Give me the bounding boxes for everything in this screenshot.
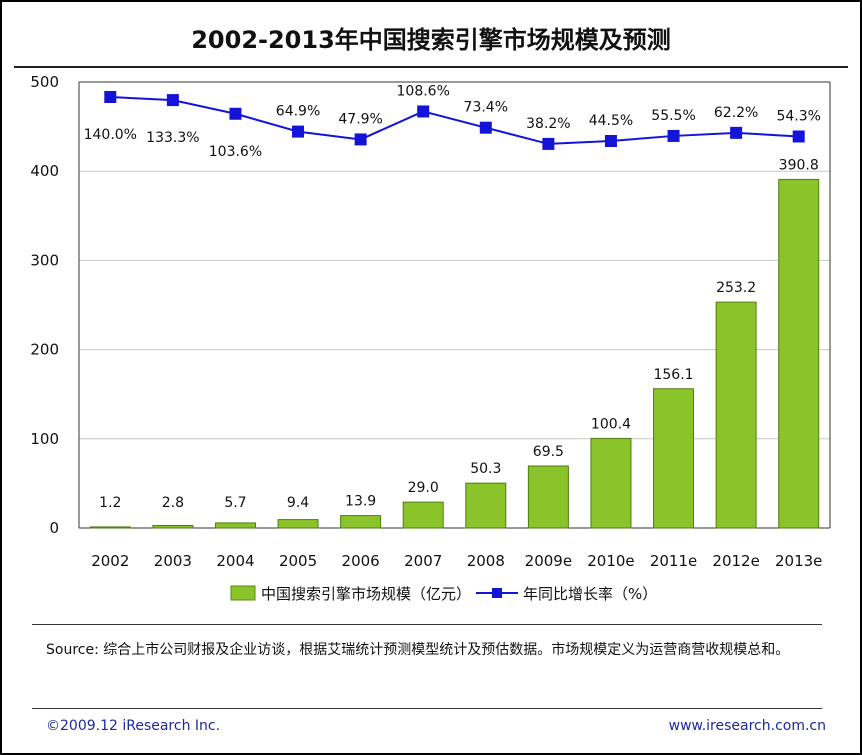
bar-data-label: 253.2 — [716, 280, 756, 296]
bar-data-label: 390.8 — [779, 157, 819, 173]
x-tick-label: 2004 — [216, 552, 254, 570]
growth-point — [730, 126, 743, 139]
bar-data-label: 156.1 — [653, 367, 693, 383]
x-tick-label: 2006 — [342, 552, 380, 570]
growth-point — [229, 107, 242, 120]
x-tick-label: 2012e — [712, 552, 759, 570]
x-tick-label: 2003 — [154, 552, 192, 570]
source-note: Source: 综合上市公司财报及企业访谈，根据艾瑞统计预测模型统计及预估数据。… — [46, 642, 790, 658]
legend-line-marker — [492, 588, 502, 598]
chart-plot: 0 100 200 300 400 500 2002 2003 2004 2005 2006 2007… — [30, 73, 831, 603]
bar-data-label: 5.7 — [224, 495, 246, 511]
growth-data-label: 62.2% — [714, 105, 758, 121]
x-tick-label: 2008 — [467, 552, 505, 570]
bar-data-label: 1.2 — [99, 495, 121, 511]
bar — [527, 465, 569, 529]
legend-bar-swatch — [230, 585, 256, 601]
title-divider — [14, 66, 848, 68]
growth-data-label: 55.5% — [651, 108, 695, 124]
growth-data-label: 108.6% — [397, 83, 450, 99]
growth-point — [417, 105, 430, 118]
growth-point — [792, 130, 805, 143]
legend-line-label: 年同比增长率（%） — [523, 585, 657, 603]
growth-data-label: 103.6% — [209, 144, 262, 160]
legend: 中国搜索引擎市场规模（亿元） 年同比增长率（%） — [230, 585, 657, 603]
growth-data-label: 38.2% — [526, 116, 570, 132]
growth-data-label: 44.5% — [589, 113, 633, 129]
bar — [152, 525, 194, 529]
growth-data-label: 64.9% — [276, 104, 320, 120]
chart-title: 2002-2013年中国搜索引擎市场规模及预测 — [191, 26, 671, 54]
website-link[interactable]: www.iresearch.com.cn — [668, 718, 826, 734]
growth-point — [667, 129, 680, 142]
x-tick-label: 2002 — [91, 552, 129, 570]
growth-line-series — [104, 91, 805, 150]
growth-point — [292, 125, 305, 138]
bar — [465, 482, 507, 529]
bar-data-label: 29.0 — [408, 480, 439, 496]
x-tick-label: 2009e — [525, 552, 572, 570]
growth-data-labels: 140.0% 133.3% 103.6% 64.9% 47.9% 108.6% 73.4% 3… — [84, 83, 821, 159]
growth-data-label: 73.4% — [464, 100, 508, 116]
bar — [653, 388, 695, 529]
y-tick-label: 100 — [30, 430, 59, 448]
bar-data-label: 9.4 — [287, 495, 309, 511]
bar — [214, 522, 256, 529]
x-tick-label: 2011e — [650, 552, 697, 570]
bar-data-label: 13.9 — [345, 494, 376, 510]
y-tick-label: 300 — [30, 251, 59, 269]
bar — [778, 178, 820, 529]
bar-data-label: 100.4 — [591, 416, 631, 432]
y-tick-label: 0 — [49, 519, 59, 537]
growth-point — [166, 94, 179, 107]
axes: 0 100 200 300 400 500 2002 2003 2004 2005 2006 2007… — [30, 73, 831, 570]
bar — [590, 437, 632, 529]
growth-point — [542, 137, 555, 150]
copyright-text: ©2009.12 iResearch Inc. — [46, 718, 221, 734]
growth-point — [604, 135, 617, 148]
growth-line — [110, 96, 799, 145]
growth-point — [354, 133, 367, 146]
y-tick-label: 500 — [30, 73, 59, 91]
bar-data-label: 69.5 — [533, 444, 564, 460]
growth-data-label: 140.0% — [84, 127, 137, 143]
growth-point — [479, 121, 492, 134]
x-tick-label: 2013e — [775, 552, 822, 570]
bar-series — [89, 178, 820, 529]
bar — [402, 501, 444, 529]
x-tick-label: 2010e — [587, 552, 634, 570]
x-tick-label: 2005 — [279, 552, 317, 570]
bar — [89, 526, 131, 529]
growth-data-label: 47.9% — [338, 111, 382, 127]
growth-point — [104, 91, 117, 103]
growth-data-label: 133.3% — [146, 130, 199, 146]
bar — [277, 519, 319, 529]
bar-data-label: 2.8 — [162, 495, 184, 511]
legend-bar-label: 中国搜索引擎市场规模（亿元） — [261, 585, 471, 603]
source-divider — [32, 624, 822, 625]
bar-data-labels: 1.2 2.8 5.7 9.4 13.9 29.0 50.3 69.5 100.4 156.1 25… — [99, 157, 819, 511]
growth-data-label: 54.3% — [776, 108, 820, 124]
bar — [340, 515, 382, 529]
y-tick-label: 400 — [30, 162, 59, 180]
y-tick-label: 200 — [30, 341, 59, 359]
footer-divider — [32, 708, 822, 709]
bar — [715, 301, 757, 529]
bar-data-label: 50.3 — [470, 461, 501, 477]
x-tick-label: 2007 — [404, 552, 442, 570]
